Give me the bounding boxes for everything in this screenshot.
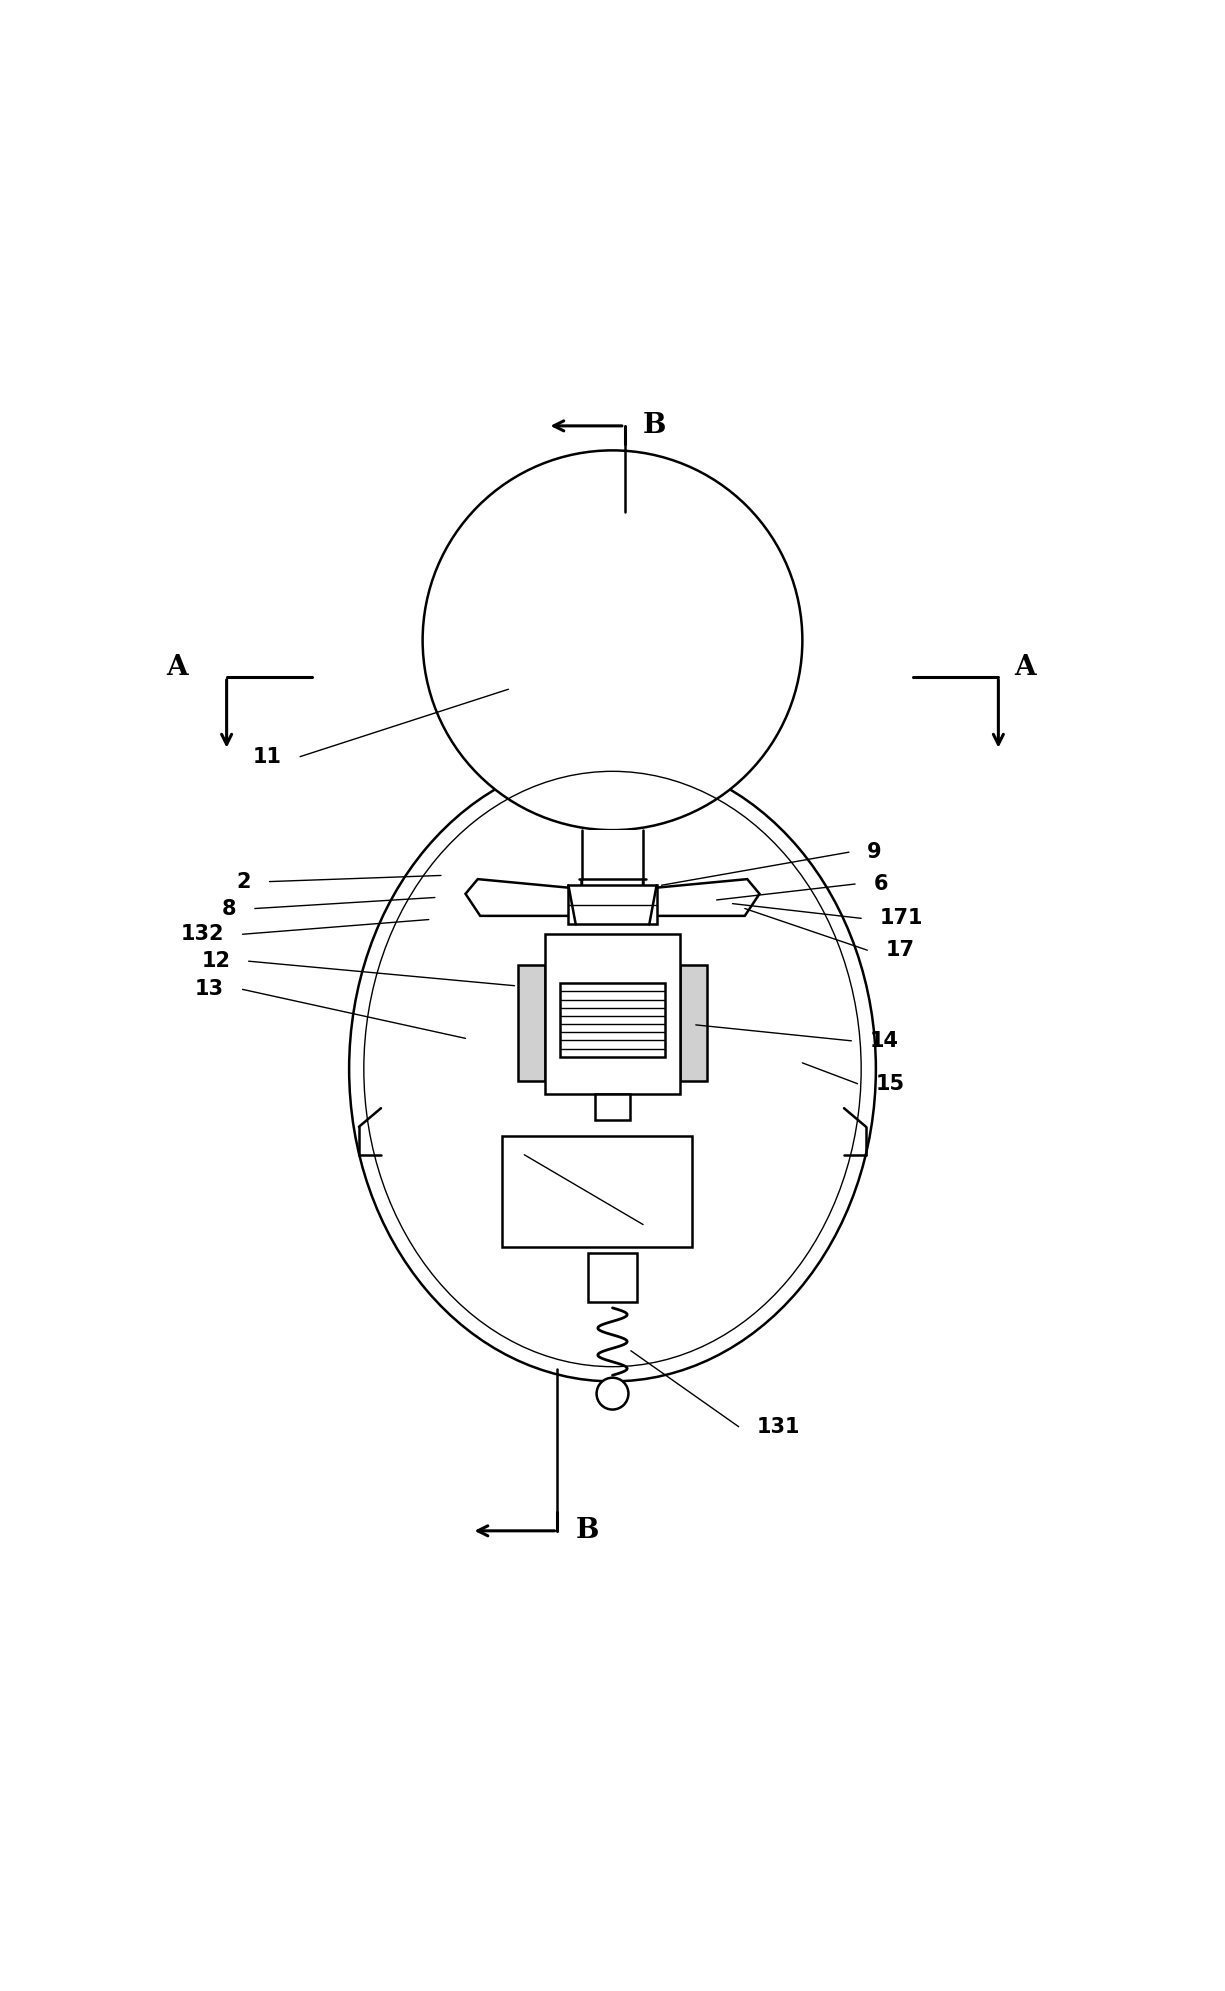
- Bar: [545, 934, 680, 1093]
- Text: 17: 17: [886, 940, 915, 960]
- FancyBboxPatch shape: [568, 886, 657, 924]
- Bar: [595, 1093, 630, 1121]
- Text: 132: 132: [180, 924, 224, 944]
- Text: B: B: [643, 412, 666, 440]
- Bar: [582, 830, 643, 880]
- Polygon shape: [466, 880, 582, 916]
- Text: A: A: [165, 653, 187, 681]
- Text: B: B: [576, 1517, 599, 1545]
- Bar: [680, 966, 707, 1081]
- Text: 8: 8: [222, 898, 236, 918]
- Text: 15: 15: [876, 1073, 905, 1093]
- Circle shape: [423, 450, 802, 830]
- Text: 12: 12: [201, 952, 230, 972]
- Polygon shape: [643, 880, 760, 916]
- Text: 11: 11: [252, 747, 282, 767]
- Text: A: A: [1014, 653, 1036, 681]
- Text: 9: 9: [867, 842, 882, 862]
- Text: 131: 131: [757, 1418, 801, 1438]
- Ellipse shape: [349, 757, 876, 1382]
- Text: 13: 13: [195, 980, 224, 999]
- Bar: [588, 1252, 637, 1302]
- Bar: [560, 984, 665, 1057]
- Bar: [502, 1137, 692, 1246]
- Bar: [518, 966, 545, 1081]
- Text: 171: 171: [880, 908, 924, 928]
- Text: 2: 2: [236, 872, 251, 892]
- Circle shape: [597, 1378, 628, 1410]
- Text: 6: 6: [873, 874, 888, 894]
- Text: 14: 14: [870, 1031, 899, 1051]
